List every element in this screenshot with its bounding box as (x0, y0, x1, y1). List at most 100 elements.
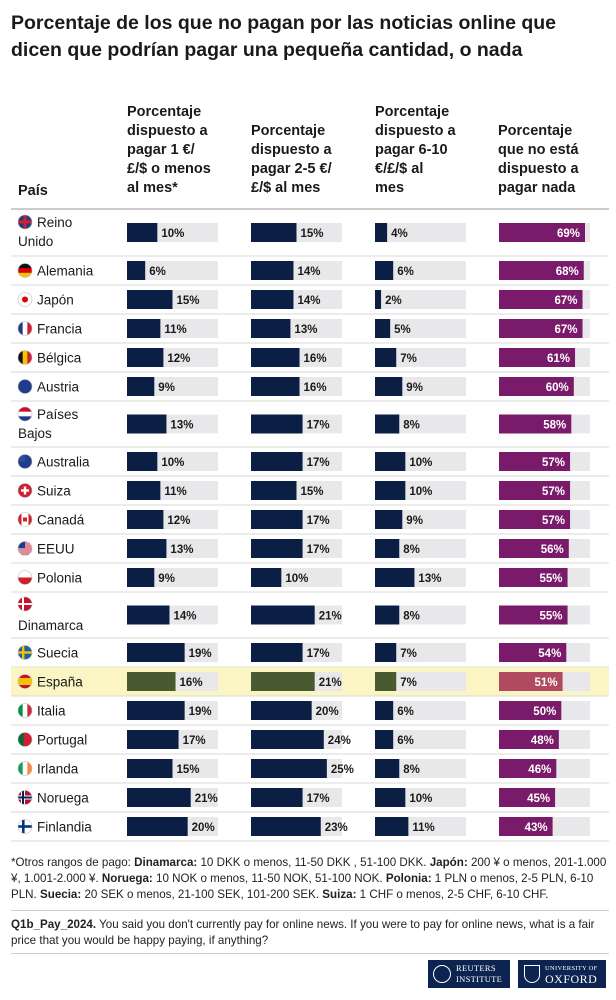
value-label: 17% (307, 544, 330, 556)
chart-title: Porcentaje de los que no pagan por las n… (11, 12, 557, 61)
bar-willing-to-pay (375, 730, 394, 749)
japan-flag (17, 292, 33, 307)
value-label: 11% (164, 324, 186, 336)
value-label: 15% (301, 486, 324, 498)
value-label: 20% (316, 706, 339, 718)
bar-no-pay (499, 510, 571, 529)
value-label: 17% (183, 735, 206, 747)
bar-no-pay (499, 481, 571, 500)
bar-track (375, 643, 466, 662)
column-header-line: que no está (498, 142, 579, 158)
value-label: 13% (418, 573, 441, 585)
value-label: 58% (543, 420, 566, 432)
bar-willing-to-pay (127, 348, 164, 367)
column-header-line: Porcentaje (375, 104, 450, 120)
bar-willing-to-pay (127, 223, 158, 242)
column-header-line: €/£/$ al (375, 161, 424, 177)
bar-track (375, 261, 466, 280)
footnote-country: Polonia: (385, 872, 432, 885)
germany-flag (17, 263, 33, 278)
value-label: 14% (297, 295, 320, 307)
bar-willing-to-pay (251, 817, 321, 836)
bar-willing-to-pay (375, 510, 403, 529)
value-label: 15% (301, 228, 324, 240)
bar-no-pay (499, 643, 567, 662)
value-label: 57% (542, 515, 565, 527)
country-label: Portugal (37, 733, 87, 748)
bar-no-pay (499, 568, 568, 587)
bar-willing-to-pay (375, 539, 400, 558)
value-label: 10% (161, 228, 184, 240)
bar-no-pay (499, 672, 563, 691)
bar-track (375, 290, 466, 309)
footnote-text: 10 NOK o menos, 11-50 NOK, 51-100 NOK. (152, 872, 386, 885)
column-header-country: País (18, 183, 48, 199)
bar-willing-to-pay (251, 510, 303, 529)
globe-icon (433, 965, 451, 983)
value-label: 9% (158, 573, 175, 585)
bar-willing-to-pay (375, 290, 382, 309)
value-label: 15% (177, 764, 200, 776)
column-header-line: dispuesto a (498, 161, 579, 177)
value-label: 13% (170, 420, 193, 432)
value-label: 17% (307, 457, 330, 469)
ireland-flag (17, 761, 33, 776)
value-label: 23% (325, 822, 348, 834)
footnote-country: Dinamarca: (134, 856, 198, 869)
country-label: Dinamarca (18, 618, 84, 633)
bar-no-pay (499, 701, 562, 720)
bar-willing-to-pay (127, 605, 170, 625)
column-header-line: pagar 2-5 €/ (251, 161, 332, 177)
bar-willing-to-pay (251, 348, 300, 367)
footnote-country: Japón: (429, 856, 468, 869)
france-flag (17, 321, 33, 336)
bar-willing-to-pay (251, 788, 303, 807)
austria-flag (17, 379, 33, 394)
value-label: 55% (540, 573, 563, 585)
logo-line: REUTERS (456, 963, 496, 973)
bar-no-pay (499, 223, 586, 242)
value-label: 17% (307, 793, 330, 805)
country-label: Polonia (37, 571, 83, 586)
bar-willing-to-pay (127, 568, 155, 587)
bar-willing-to-pay (127, 452, 158, 471)
column-header-nothing: Porcentaje que no está dispuesto a pagar na… (498, 122, 579, 198)
value-label: 15% (177, 295, 200, 307)
value-label: 67% (554, 295, 577, 307)
bar-willing-to-pay (127, 759, 173, 778)
value-label: 6% (149, 266, 166, 278)
value-label: 6% (397, 266, 414, 278)
crest-icon (524, 965, 540, 983)
column-header-line: al mes* (127, 180, 178, 196)
poland-flag (17, 570, 33, 585)
value-label: 25% (331, 764, 354, 776)
column-header-line: dispuesto a (375, 123, 456, 139)
value-label: 13% (294, 324, 317, 336)
denmark-flag (17, 596, 33, 612)
bar-willing-to-pay (251, 290, 294, 309)
column-header-line: £/$ o menos (127, 161, 211, 177)
value-label: 16% (180, 677, 203, 689)
value-label: 7% (400, 353, 417, 365)
value-label: 10% (409, 486, 432, 498)
country-label: Italia (37, 704, 66, 719)
value-label: 9% (406, 382, 423, 394)
usa-flag (17, 541, 33, 556)
oxford-logo: UNIVERSITY OF OXFORD (518, 960, 606, 988)
bar-willing-to-pay (375, 605, 400, 625)
netherlands-flag (17, 406, 33, 422)
value-label: 67% (554, 324, 577, 336)
bar-no-pay (499, 817, 553, 836)
value-label: 10% (161, 457, 184, 469)
country-label: Bélgica (37, 351, 82, 366)
country-label: Alemania (37, 264, 94, 279)
bar-willing-to-pay (127, 261, 146, 280)
bar-no-pay (499, 788, 556, 807)
value-label: 61% (547, 353, 570, 365)
country-label: Suiza (37, 484, 71, 499)
bar-willing-to-pay (375, 481, 406, 500)
reuters-institute-logo: REUTERS INSTITUTE (428, 960, 510, 988)
value-label: 17% (307, 515, 330, 527)
bar-no-pay (499, 539, 569, 558)
value-label: 7% (400, 677, 417, 689)
